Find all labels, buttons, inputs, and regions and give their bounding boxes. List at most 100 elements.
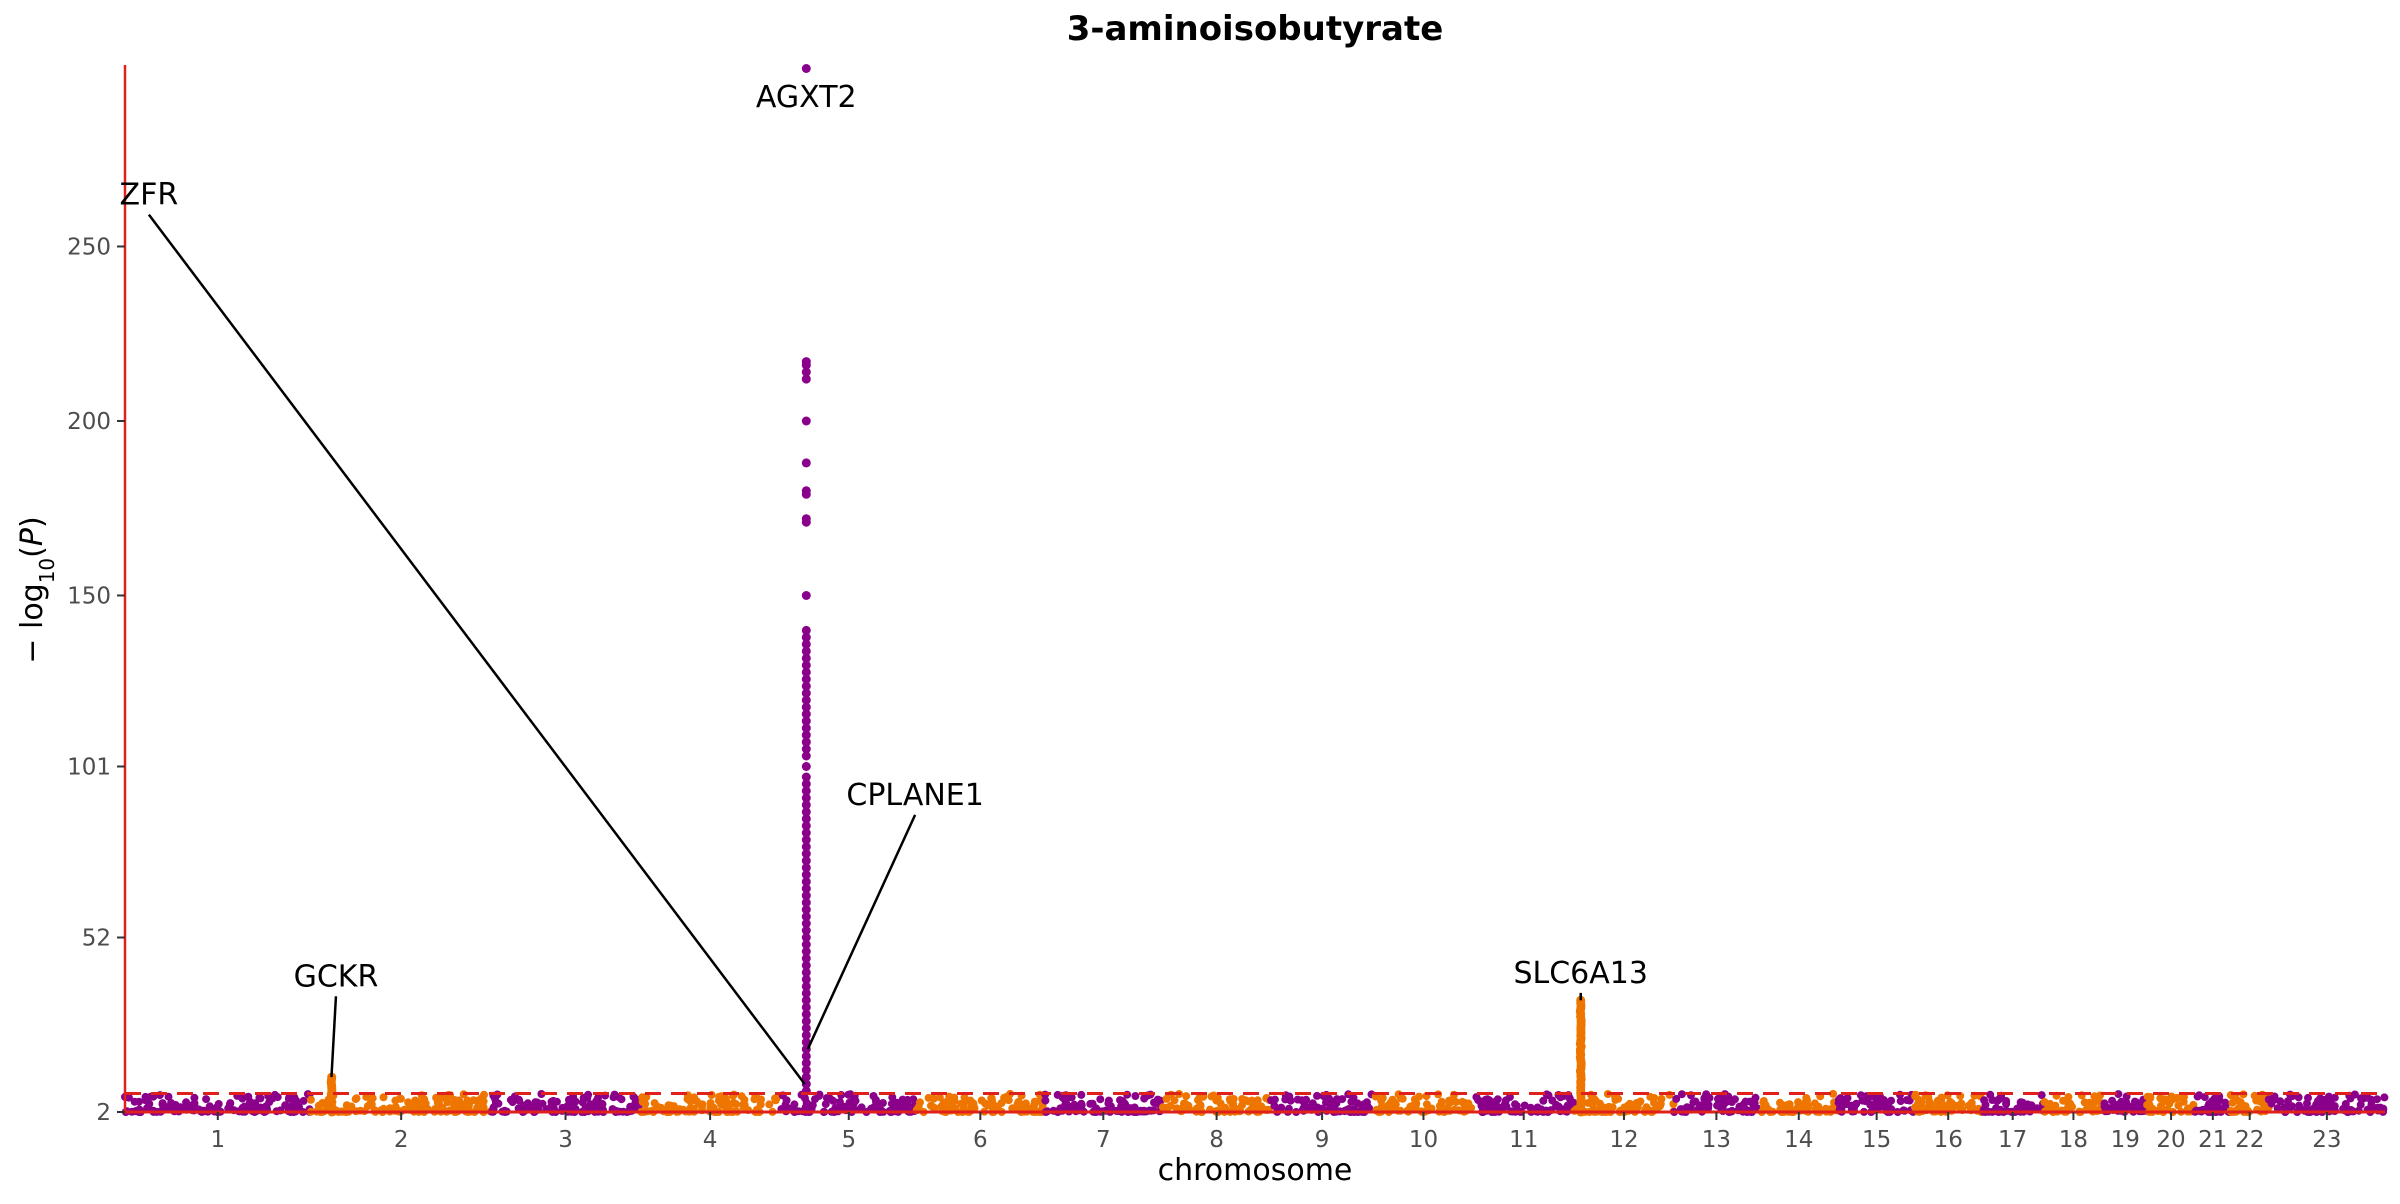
snp-point xyxy=(1713,1101,1722,1110)
snp-point-agxt2 xyxy=(801,517,811,527)
snp-point xyxy=(352,1094,361,1103)
snp-point xyxy=(874,1104,883,1113)
snp-point xyxy=(190,1093,199,1102)
snp-point-agxt2 xyxy=(801,1016,811,1026)
snp-point-agxt2 xyxy=(801,367,811,377)
snp-point-agxt2 xyxy=(801,1058,811,1068)
snp-point xyxy=(1286,1096,1295,1105)
snp-point xyxy=(1856,1091,1865,1100)
snp-point xyxy=(1126,1104,1135,1113)
snp-point xyxy=(2064,1100,2073,1109)
snp-point xyxy=(1779,1101,1788,1110)
snp-point xyxy=(1008,1104,1017,1113)
snp-point xyxy=(289,1100,298,1109)
snp-point xyxy=(1181,1099,1190,1108)
snp-point xyxy=(2330,1093,2339,1102)
snp-point xyxy=(549,1096,558,1105)
snp-point xyxy=(244,1101,253,1110)
snp-point xyxy=(1911,1090,1920,1099)
snp-point-agxt2 xyxy=(801,898,811,908)
snp-point xyxy=(1270,1101,1279,1110)
y-axis-title-paren-open: ( xyxy=(15,546,50,558)
y-tick-label: 200 xyxy=(67,409,111,435)
snp-point xyxy=(1172,1104,1181,1113)
snp-point-agxt2 xyxy=(801,1051,811,1061)
snp-point xyxy=(598,1099,607,1108)
annotation-connector xyxy=(330,996,338,1078)
gene-label-gckr: GCKR xyxy=(294,959,379,994)
snp-point-agxt2 xyxy=(801,639,811,649)
snp-point xyxy=(2283,1097,2292,1106)
y-tick-label: 2 xyxy=(96,1100,111,1126)
snp-point xyxy=(2200,1093,2209,1102)
snp-point xyxy=(2367,1096,2376,1105)
snp-point xyxy=(2002,1097,2011,1105)
snp-point-agxt2 xyxy=(801,688,811,698)
snp-point xyxy=(1067,1093,1076,1102)
snp-point xyxy=(2168,1095,2177,1104)
snp-point xyxy=(2064,1093,2073,1101)
gene-label-slc6a13: SLC6A13 xyxy=(1513,956,1648,991)
x-tick-label: 8 xyxy=(1209,1127,1224,1153)
snp-point-agxt2 xyxy=(801,762,811,771)
chart-title: 3-aminoisobutyrate xyxy=(1067,9,1444,49)
snp-point xyxy=(1464,1099,1473,1108)
snp-point-agxt2 xyxy=(801,716,811,726)
snp-point xyxy=(1195,1093,1204,1102)
snp-point xyxy=(614,1093,623,1102)
snp-point xyxy=(1104,1099,1113,1108)
snp-point-agxt2 xyxy=(801,926,811,935)
snp-point xyxy=(1435,1101,1444,1110)
snp-point xyxy=(1182,1092,1191,1101)
snp-point xyxy=(1745,1097,1754,1106)
snp-point-agxt2 xyxy=(801,828,811,838)
snp-point xyxy=(2018,1098,2027,1107)
snp-point xyxy=(1377,1096,1386,1105)
snp-point xyxy=(213,1104,222,1113)
snp-point xyxy=(443,1097,452,1106)
snp-point xyxy=(434,1097,442,1106)
snp-point xyxy=(916,1098,924,1107)
snp-point xyxy=(1362,1098,1371,1107)
snp-point-agxt2 xyxy=(801,667,811,677)
snp-point xyxy=(202,1095,211,1104)
snp-point xyxy=(2316,1094,2325,1103)
snp-point xyxy=(1381,1104,1390,1113)
snp-point xyxy=(1689,1098,1698,1107)
snp-point xyxy=(802,1098,811,1107)
snp-point xyxy=(715,1092,724,1101)
gene-label-agxt2: AGXT2 xyxy=(756,80,857,115)
snp-point-agxt2 xyxy=(801,960,811,970)
snp-point-agxt2 xyxy=(801,835,811,845)
snp-point xyxy=(1590,1094,1599,1103)
x-tick-label: 13 xyxy=(1702,1127,1731,1153)
snp-point xyxy=(887,1099,896,1108)
gene-label-zfr: ZFR xyxy=(120,178,179,213)
snp-point xyxy=(1964,1101,1973,1110)
snp-point xyxy=(686,1097,695,1106)
snp-point xyxy=(1914,1099,1923,1108)
snp-point xyxy=(410,1101,419,1110)
snp-point-agxt2 xyxy=(801,772,811,782)
snp-point xyxy=(531,1098,540,1107)
snp-point xyxy=(2236,1098,2245,1107)
snp-point xyxy=(871,1095,880,1104)
snp-point xyxy=(2132,1098,2141,1107)
snp-point xyxy=(1873,1103,1882,1112)
snp-point xyxy=(2122,1098,2131,1107)
x-tick-label: 16 xyxy=(1934,1127,1963,1153)
snp-point xyxy=(1313,1103,1322,1112)
snp-point-agxt2 xyxy=(801,884,811,894)
snp-point xyxy=(1396,1094,1405,1103)
snp-point-agxt2 xyxy=(801,856,811,866)
snp-point xyxy=(903,1095,912,1104)
snp-point-agxt2 xyxy=(801,863,811,873)
snp-point xyxy=(1077,1101,1086,1110)
snp-point xyxy=(1077,1090,1086,1099)
y-axis-title-paren-close: ) xyxy=(15,516,50,528)
snp-point xyxy=(477,1094,485,1103)
x-tick-label: 1 xyxy=(210,1127,225,1153)
snp-point-agxt2 xyxy=(801,695,811,705)
snp-point-agxt2 xyxy=(801,360,811,370)
snp-point xyxy=(835,1098,844,1106)
